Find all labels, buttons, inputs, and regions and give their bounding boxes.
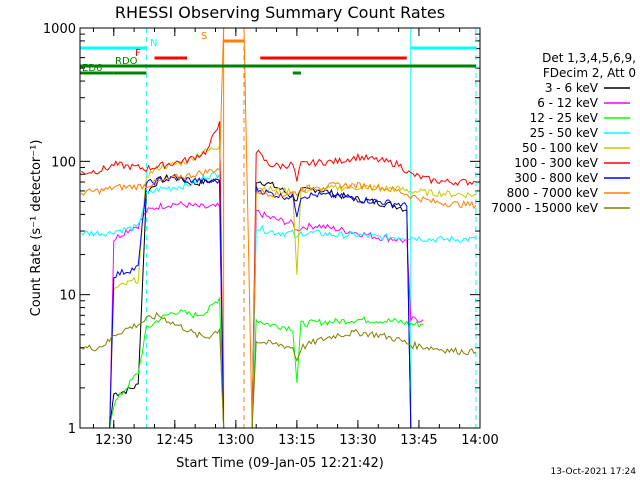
x-tick-label: 13:30 (339, 433, 376, 448)
y-tick-label: 100 (51, 155, 76, 170)
series-line (80, 27, 477, 429)
legend-label: 100 - 300 keV (514, 156, 598, 170)
x-axis-label: Start Time (09-Jan-05 12:21:42) (176, 456, 384, 471)
series-line (81, 311, 477, 429)
y-tick-label: 1 (68, 422, 76, 437)
legend-label: 7000 - 15000 keV (491, 201, 598, 215)
x-tick-label: 13:00 (217, 433, 254, 448)
series-line (80, 171, 477, 429)
flag-label: RDO (115, 56, 138, 67)
legend-label: 25 - 50 keV (530, 126, 599, 140)
legend-label: 12 - 25 keV (530, 111, 599, 125)
flag-label: F (135, 48, 141, 59)
series-line (81, 144, 476, 429)
legend-header-2: FDecim 2, Att 0 (543, 66, 636, 80)
plot-layer: 12:30 12:45 13:00 13:15 13:30 13:45 14:00 1 10 10… (43, 22, 499, 448)
legend: Det 1,3,4,5,6,9, FDecim 2, Att 0 3 - 6 k… (491, 51, 636, 215)
legend-label: 50 - 100 keV (522, 141, 599, 155)
x-tick-label: 14:00 (461, 433, 498, 448)
series-line (81, 121, 477, 429)
flag-label: ED6 (82, 63, 102, 74)
legend-label: 6 - 12 keV (537, 96, 599, 110)
series-line (81, 200, 424, 429)
y-tick-label: 1000 (43, 22, 76, 37)
chart-title: RHESSI Observing Summary Count Rates (115, 3, 445, 22)
series-line (81, 175, 412, 429)
legend-label: 3 - 6 keV (545, 81, 599, 95)
legend-label: 800 - 7000 keV (507, 186, 599, 200)
flag-label: S (201, 31, 207, 42)
x-tick-label: 13:15 (278, 433, 315, 448)
series-line (81, 173, 476, 429)
legend-header-1: Det 1,3,4,5,6,9, (542, 51, 636, 65)
x-tick-label: 12:30 (95, 433, 132, 448)
footer-date: 13-Oct-2021 17:24 (551, 467, 637, 477)
plot-frame (79, 27, 481, 429)
flag-label: N (150, 38, 157, 49)
x-tick-label: 13:45 (400, 433, 437, 448)
y-tick-label: 10 (59, 289, 76, 304)
x-tick-label: 12:45 (156, 433, 193, 448)
legend-label: 300 - 800 keV (514, 171, 598, 185)
y-axis-label: Count Rate (s⁻¹ detector⁻¹) (29, 140, 44, 317)
